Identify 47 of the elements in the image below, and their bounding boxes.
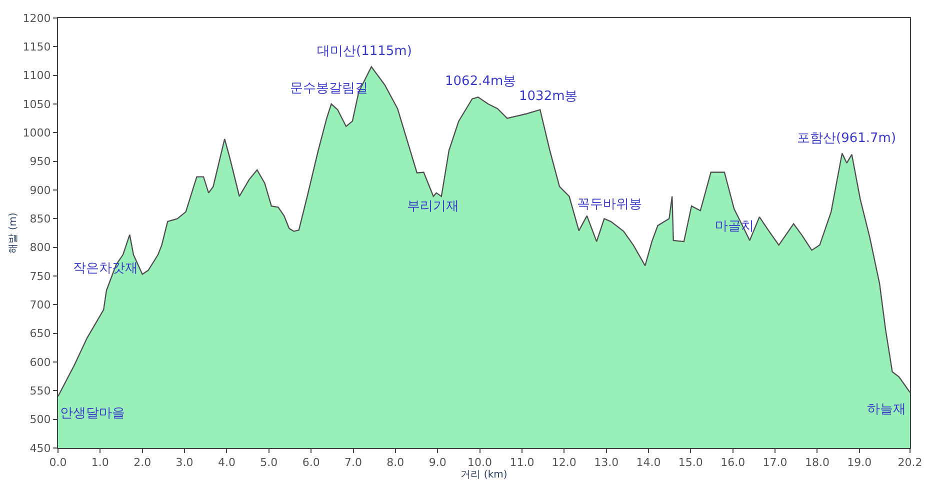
y-tick-label: 1150 xyxy=(22,40,51,54)
annotation: 안생달마을 xyxy=(60,406,125,421)
y-tick-label: 1200 xyxy=(22,12,51,25)
x-tick-label: 19.0 xyxy=(847,456,872,470)
x-tick-label: 0.0 xyxy=(49,456,67,470)
y-tick-label: 850 xyxy=(30,212,51,226)
annotation: 부리기재 xyxy=(407,199,459,214)
x-tick-label: 16.0 xyxy=(720,456,746,470)
y-tick-label: 950 xyxy=(30,155,51,168)
x-tick-label: 3.0 xyxy=(176,456,194,470)
y-tick-label: 500 xyxy=(30,413,51,426)
x-tick-label: 10.0 xyxy=(468,456,492,470)
x-tick-label: 15.0 xyxy=(678,456,703,470)
x-tick-label: 12.0 xyxy=(552,456,576,470)
y-tick-label: 900 xyxy=(30,184,51,197)
x-tick-label: 18.0 xyxy=(804,456,830,470)
y-axis-title: 해발 (m) xyxy=(8,212,19,254)
y-tick-label: 1050 xyxy=(22,98,51,111)
x-tick-label: 1.0 xyxy=(91,456,109,470)
y-tick-label: 1100 xyxy=(22,69,51,82)
annotation: 꼭두바위봉 xyxy=(577,197,642,212)
x-tick-label: 7.0 xyxy=(344,456,362,470)
x-tick-label: 9.0 xyxy=(428,456,446,470)
x-tick-label: 2.0 xyxy=(134,456,152,470)
x-tick-label: 6.0 xyxy=(302,456,320,470)
x-tick-label: 17.0 xyxy=(762,456,788,470)
y-tick-label: 450 xyxy=(30,442,51,455)
annotation: 1032m봉 xyxy=(519,89,578,104)
y-tick-label: 1000 xyxy=(22,126,51,140)
x-tick-label: 20.2 xyxy=(898,456,922,470)
x-axis-title: 거리 (km) xyxy=(460,470,508,481)
x-tick-label: 4.0 xyxy=(218,456,236,470)
y-tick-label: 600 xyxy=(30,356,51,369)
x-tick-label: 5.0 xyxy=(260,456,278,470)
annotation: 대미산(1115m) xyxy=(317,44,412,59)
x-tick-label: 14.0 xyxy=(636,456,661,470)
y-tick-label: 550 xyxy=(30,384,51,398)
y-tick-label: 800 xyxy=(30,241,51,254)
annotation: 포함산(961.7m) xyxy=(797,131,896,146)
y-tick-label: 750 xyxy=(30,270,51,283)
annotation: 1062.4m봉 xyxy=(445,74,516,89)
y-tick-label: 650 xyxy=(30,327,51,340)
annotation: 하늘재 xyxy=(867,402,906,417)
x-tick-label: 8.0 xyxy=(386,456,404,470)
x-tick-label: 11.0 xyxy=(510,456,534,470)
x-tick-label: 13.0 xyxy=(594,456,619,470)
y-tick-label: 700 xyxy=(30,298,51,312)
